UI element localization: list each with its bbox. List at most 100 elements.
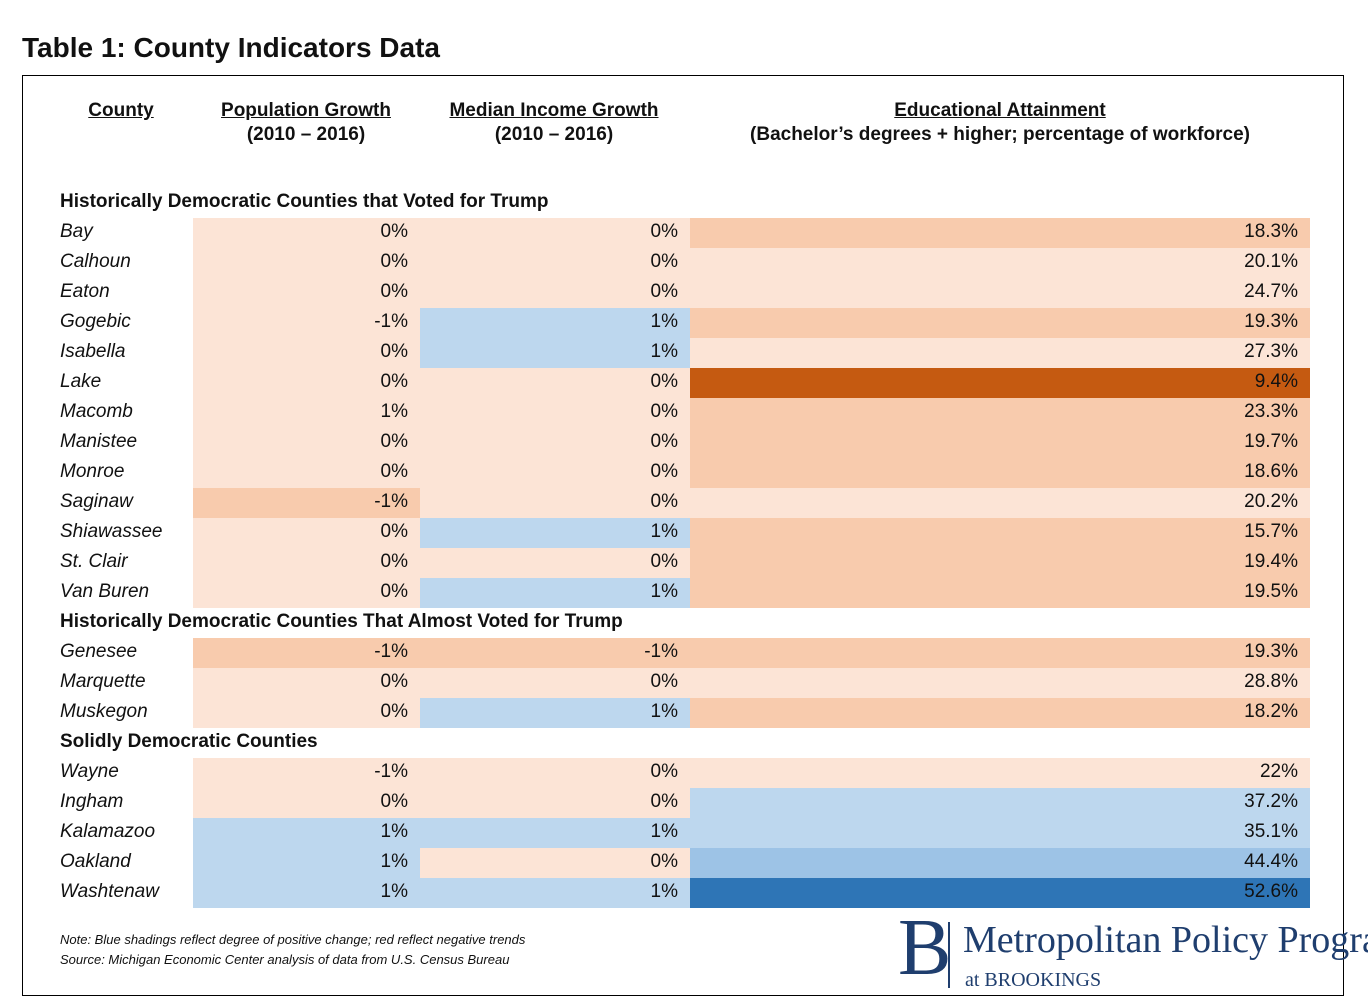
cell-value: -1% bbox=[644, 641, 678, 662]
cell-shade bbox=[690, 698, 1310, 728]
cell-value: 0% bbox=[380, 221, 408, 242]
cell-value: 28.8% bbox=[1244, 671, 1298, 692]
cell-shade bbox=[690, 248, 1310, 278]
column-header: County bbox=[88, 100, 154, 121]
cell-shade bbox=[420, 758, 690, 788]
cell-shade bbox=[193, 518, 420, 548]
cell-shade bbox=[420, 368, 690, 398]
county-name: Marquette bbox=[60, 671, 146, 692]
cell-value: 52.6% bbox=[1244, 881, 1298, 902]
column-header: Median Income Growth bbox=[449, 100, 659, 121]
cell-shade bbox=[420, 278, 690, 308]
cell-shade bbox=[420, 818, 690, 848]
cell-shade bbox=[420, 548, 690, 578]
cell-shade bbox=[690, 548, 1310, 578]
cell-value: 1% bbox=[380, 401, 408, 422]
cell-shade bbox=[690, 368, 1310, 398]
county-name: Bay bbox=[60, 221, 93, 242]
cell-value: 37.2% bbox=[1244, 791, 1298, 812]
cell-value: 35.1% bbox=[1244, 821, 1298, 842]
cell-shade bbox=[690, 338, 1310, 368]
cell-shade bbox=[193, 368, 420, 398]
cell-shade bbox=[690, 818, 1310, 848]
cell-value: 0% bbox=[650, 281, 678, 302]
cell-shade bbox=[420, 788, 690, 818]
cell-shade bbox=[193, 788, 420, 818]
column-subheader: (2010 – 2016) bbox=[246, 124, 366, 145]
cell-value: 0% bbox=[380, 671, 408, 692]
cell-shade bbox=[193, 848, 420, 878]
cell-value: 18.6% bbox=[1244, 461, 1298, 482]
county-name: Monroe bbox=[60, 461, 125, 482]
cell-value: 1% bbox=[650, 521, 678, 542]
cell-value: 20.2% bbox=[1244, 491, 1298, 512]
cell-shade bbox=[690, 668, 1310, 698]
cell-shade bbox=[420, 398, 690, 428]
footnote: Source: Michigan Economic Center analysi… bbox=[60, 952, 510, 967]
cell-value: 0% bbox=[650, 251, 678, 272]
cell-value: 23.3% bbox=[1244, 401, 1298, 422]
cell-value: 44.4% bbox=[1244, 851, 1298, 872]
cell-shade bbox=[193, 668, 420, 698]
cell-shade bbox=[420, 428, 690, 458]
cell-value: 0% bbox=[380, 581, 408, 602]
cell-shade bbox=[690, 878, 1310, 908]
county-name: Shiawassee bbox=[60, 521, 163, 542]
cell-value: 19.4% bbox=[1244, 551, 1298, 572]
cell-value: 27.3% bbox=[1244, 341, 1298, 362]
cell-value: 19.3% bbox=[1244, 641, 1298, 662]
cell-value: 19.5% bbox=[1244, 581, 1298, 602]
county-name: Genesee bbox=[60, 641, 138, 662]
cell-value: 0% bbox=[650, 371, 678, 392]
cell-value: 1% bbox=[380, 821, 408, 842]
cell-value: 0% bbox=[650, 851, 678, 872]
county-name: Wayne bbox=[60, 761, 119, 782]
cell-shade bbox=[690, 758, 1310, 788]
cell-shade bbox=[420, 668, 690, 698]
logo-sub: at BROOKINGS bbox=[965, 969, 1102, 991]
cell-shade bbox=[690, 518, 1310, 548]
cell-value: 0% bbox=[650, 671, 678, 692]
cell-shade bbox=[690, 848, 1310, 878]
group-label: Historically Democratic Counties That Al… bbox=[60, 611, 623, 632]
cell-value: 0% bbox=[650, 401, 678, 422]
cell-shade bbox=[193, 758, 420, 788]
cell-shade bbox=[420, 848, 690, 878]
county-name: Calhoun bbox=[60, 251, 131, 272]
cell-value: 0% bbox=[650, 221, 678, 242]
cell-value: 9.4% bbox=[1254, 371, 1298, 392]
cell-shade bbox=[193, 398, 420, 428]
cell-shade bbox=[420, 488, 690, 518]
column-header: Educational Attainment bbox=[894, 100, 1106, 121]
group-label: Historically Democratic Counties that Vo… bbox=[60, 191, 549, 212]
cell-value: -1% bbox=[374, 491, 408, 512]
county-name: Kalamazoo bbox=[60, 821, 156, 842]
county-name: Saginaw bbox=[60, 491, 133, 512]
cell-value: 22% bbox=[1259, 761, 1298, 782]
cell-shade bbox=[690, 278, 1310, 308]
county-name: Manistee bbox=[60, 431, 138, 452]
cell-shade bbox=[420, 248, 690, 278]
cell-value: 0% bbox=[650, 791, 678, 812]
cell-value: 0% bbox=[650, 461, 678, 482]
title: Table 1: County Indicators Data bbox=[22, 32, 440, 63]
cell-value: 18.2% bbox=[1244, 701, 1298, 722]
cell-shade bbox=[193, 428, 420, 458]
cell-value: 0% bbox=[380, 341, 408, 362]
cell-value: 0% bbox=[380, 371, 408, 392]
county-name: St. Clair bbox=[60, 551, 128, 572]
footnote: Note: Blue shadings reflect degree of po… bbox=[60, 932, 526, 947]
cell-value: 19.7% bbox=[1244, 431, 1298, 452]
cell-value: 19.3% bbox=[1244, 311, 1298, 332]
cell-shade bbox=[420, 338, 690, 368]
county-name: Lake bbox=[60, 371, 102, 392]
cell-value: 0% bbox=[380, 521, 408, 542]
cell-shade bbox=[690, 218, 1310, 248]
table-frame bbox=[22, 75, 1344, 996]
cell-shade bbox=[193, 308, 420, 338]
column-header: Population Growth bbox=[221, 100, 391, 121]
county-name: Oakland bbox=[60, 851, 131, 872]
cell-value: 1% bbox=[650, 701, 678, 722]
logo-letter: B bbox=[898, 904, 952, 992]
